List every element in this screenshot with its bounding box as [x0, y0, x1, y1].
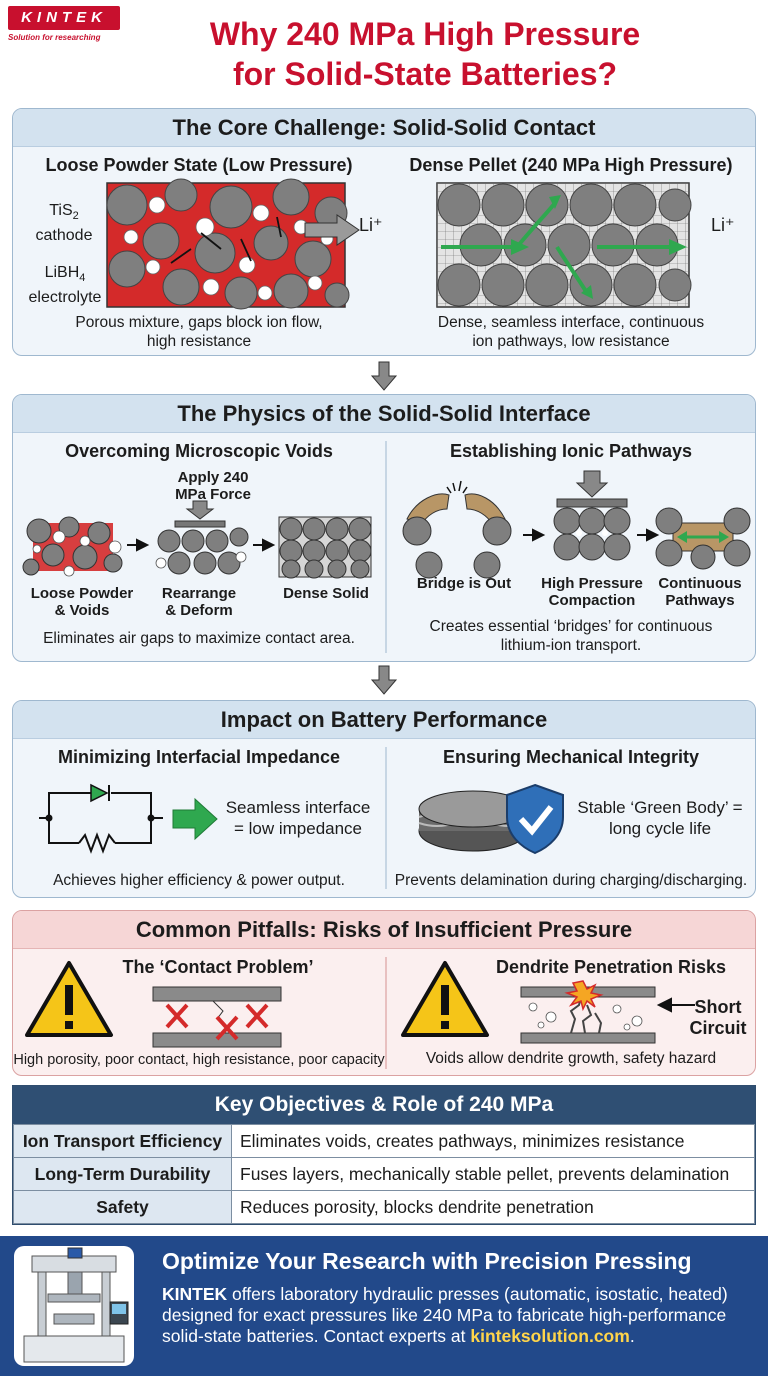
- continuous-pathway-illustration: [655, 507, 751, 570]
- libh4-label: LiBH4 electrolyte: [28, 264, 102, 307]
- impedance-heading: Minimizing Interfacial Impedance: [57, 747, 341, 767]
- page-title-line-1: Why 240 MPa High Pressure: [209, 16, 641, 52]
- down-arrow-icon: [370, 361, 398, 391]
- impact-divider: [385, 747, 387, 889]
- pitfalls-section: Common Pitfalls: Risks of Insufficient P…: [12, 910, 756, 1076]
- dense-pellet-caption: Dense, seamless interface, continuous io…: [437, 314, 705, 350]
- rearrange-step-illustration: [155, 500, 249, 575]
- down-arrow-icon: [370, 665, 398, 695]
- objective-value: Reduces porosity, blocks dendrite penetr…: [231, 1190, 755, 1224]
- loose-powder-caption: Porous mixture, gaps block ion flow, hig…: [75, 314, 323, 350]
- bridge-out-illustration: [402, 480, 512, 579]
- objective-value: Fuses layers, mechanically stable pellet…: [231, 1157, 755, 1191]
- li-arrow-left-icon: [304, 214, 360, 246]
- impact-title: Impact on Battery Performance: [13, 701, 755, 739]
- impedance-note: Seamless interface = low impedance: [225, 798, 371, 838]
- physics-title: The Physics of the Solid-Solid Interface: [13, 395, 755, 433]
- short-circuit-pointer-icon: [656, 997, 695, 1013]
- green-arrow-icon: [172, 797, 218, 841]
- core-challenge-section: The Core Challenge: Solid-Solid Contact …: [12, 108, 756, 356]
- objective-value: Eliminates voids, creates pathways, mini…: [231, 1124, 755, 1158]
- page-title-line-2: for Solid-State Batteries?: [232, 56, 618, 92]
- loose-powder-illustration: [106, 178, 350, 310]
- dendrite-heading: Dendrite Penetration Risks: [495, 957, 727, 977]
- contact-problem-illustration: [152, 986, 282, 1048]
- loose-powder-step-illustration: [22, 516, 123, 577]
- table-row: Long-Term Durability Fuses layers, mecha…: [13, 1157, 755, 1191]
- integrity-heading: Ensuring Mechanical Integrity: [442, 747, 700, 767]
- warning-icon: [401, 961, 489, 1037]
- contact-problem-caption: High porosity, poor contact, high resist…: [13, 1052, 385, 1068]
- spark-icon: [564, 980, 604, 1012]
- impedance-caption: Achieves higher efficiency & power outpu…: [53, 872, 345, 889]
- dense-solid-step-illustration: [278, 516, 372, 579]
- li-ion-label-right: Li⁺: [711, 215, 735, 235]
- step-arrow-icon: [523, 528, 546, 542]
- core-challenge-title: The Core Challenge: Solid-Solid Contact: [13, 109, 755, 147]
- integrity-note: Stable ‘Green Body’ = long cycle life: [577, 798, 743, 838]
- objective-key: Safety: [13, 1190, 232, 1224]
- press-machine-icon: [23, 1247, 129, 1363]
- diode-icon: [90, 783, 109, 803]
- dense-pellet-illustration: [436, 182, 692, 308]
- continuous-pathways-label: Continuous Pathways: [658, 575, 742, 609]
- table-row: Ion Transport Efficiency Eliminates void…: [13, 1124, 755, 1158]
- li-ion-label-left: Li⁺: [359, 215, 383, 235]
- footer-title: Optimize Your Research with Precision Pr…: [162, 1248, 692, 1274]
- force-label: Apply 240 MPa Force: [175, 469, 251, 503]
- objectives-table: Key Objectives & Role of 240 MPa Ion Tra…: [12, 1085, 756, 1225]
- step-arrow-icon: [637, 528, 660, 542]
- compaction-illustration: [553, 470, 631, 561]
- step-arrow-icon: [253, 538, 276, 552]
- page-title: Why 240 MPa High Pressure for Solid-Stat…: [110, 14, 740, 94]
- objective-key: Ion Transport Efficiency: [13, 1124, 232, 1158]
- footer-brand: KINTEK: [162, 1284, 228, 1304]
- physics-divider: [385, 441, 387, 653]
- integrity-caption: Prevents delamination during charging/di…: [394, 872, 748, 889]
- footer-body: KINTEK offers laboratory hydraulic press…: [162, 1284, 728, 1346]
- pathways-caption: Creates essential ‘bridges’ for continuo…: [429, 618, 713, 654]
- brand-tagline: Solution for researching: [8, 33, 101, 42]
- objectives-grid: Ion Transport Efficiency Eliminates void…: [13, 1124, 755, 1224]
- impact-section: Impact on Battery Performance Minimizing…: [12, 700, 756, 898]
- circuit-illustration: [39, 783, 163, 854]
- pitfalls-title: Common Pitfalls: Risks of Insufficient P…: [13, 911, 755, 949]
- step-rearrange-label: Rearrange & Deform: [161, 585, 237, 619]
- bridge-out-label: Bridge is Out: [416, 575, 512, 592]
- shield-check-icon: [506, 783, 564, 855]
- voids-heading: Overcoming Microscopic Voids: [65, 441, 333, 461]
- brand-name: KINTEK: [8, 6, 120, 30]
- warning-icon: [25, 961, 113, 1037]
- physics-section: The Physics of the Solid-Solid Interface…: [12, 394, 756, 662]
- dendrite-caption: Voids allow dendrite growth, safety haza…: [425, 1050, 717, 1067]
- footer-banner: Optimize Your Research with Precision Pr…: [0, 1236, 768, 1376]
- voids-caption: Eliminates air gaps to maximize contact …: [43, 630, 355, 647]
- pathways-heading: Establishing Ionic Pathways: [449, 441, 693, 461]
- compaction-label: High Pressure Compaction: [541, 575, 643, 609]
- step-dense-label: Dense Solid: [283, 585, 369, 602]
- step-arrow-icon: [127, 538, 150, 552]
- contact-problem-heading: The ‘Contact Problem’: [122, 957, 314, 977]
- dense-pellet-heading: Dense Pellet (240 MPa High Pressure): [409, 155, 733, 175]
- objective-key: Long-Term Durability: [13, 1157, 232, 1191]
- short-circuit-label: Short Circuit: [689, 997, 747, 1038]
- dendrite-illustration: [520, 980, 656, 1044]
- footer-link[interactable]: kinteksolution.com: [470, 1326, 630, 1346]
- step-loose-label: Loose Powder & Voids: [30, 585, 134, 619]
- pellet-shield-illustration: [418, 783, 564, 855]
- press-image: [14, 1246, 134, 1366]
- pitfalls-divider: [385, 957, 387, 1069]
- objectives-title: Key Objectives & Role of 240 MPa: [13, 1086, 755, 1124]
- brand-logo: KINTEK Solution for researching: [8, 6, 120, 42]
- tis2-label: TiS2 cathode: [35, 202, 93, 245]
- loose-powder-heading: Loose Powder State (Low Pressure): [45, 155, 353, 175]
- table-row: Safety Reduces porosity, blocks dendrite…: [13, 1190, 755, 1224]
